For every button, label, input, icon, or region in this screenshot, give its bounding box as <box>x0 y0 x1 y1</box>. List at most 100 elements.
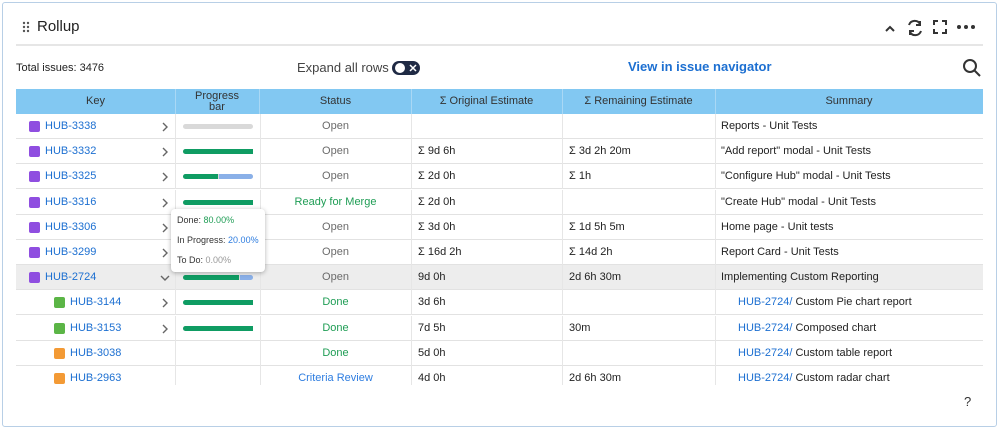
expand-chevron[interactable] <box>160 248 170 258</box>
table-row: HUB-3153 Done 7d 5h 30m HUB-2724/ Composed c… <box>16 315 983 341</box>
summary: Report Card - Unit Tests <box>721 240 839 265</box>
issue-key[interactable]: HUB-3299 <box>45 246 97 258</box>
issue-key[interactable]: HUB-3038 <box>70 346 122 359</box>
cell-divider <box>175 290 176 316</box>
original-estimate: 4d 0h <box>418 372 446 384</box>
status: Open <box>322 170 349 183</box>
expand-chevron[interactable] <box>160 324 170 334</box>
issue-key[interactable]: HUB-3325 <box>45 170 97 183</box>
issue-icon <box>29 247 40 258</box>
search-icon[interactable] <box>962 58 982 78</box>
parent-link[interactable]: HUB-2724/ <box>738 321 793 334</box>
tooltip-line: In Progress: 20.00% <box>177 235 259 245</box>
progress-track <box>183 174 253 180</box>
status: Criteria Review <box>298 372 373 384</box>
issue-key[interactable]: HUB-2963 <box>70 372 122 384</box>
issue-key[interactable]: HUB-2724 <box>45 271 97 284</box>
remaining-estimate: Σ 3d 2h 20m <box>569 145 631 158</box>
total-issues: Total issues: 3476 <box>16 62 105 74</box>
cell-divider <box>411 290 412 316</box>
cell-divider <box>715 214 716 240</box>
summary: "Create Hub" modal - Unit Tests <box>721 190 876 215</box>
cell-divider <box>562 340 563 366</box>
cell-divider <box>175 189 176 215</box>
cell-divider <box>562 240 563 265</box>
cell-divider <box>260 315 261 341</box>
tooltip-label: To Do: <box>177 255 204 265</box>
summary: "Configure Hub" modal - Unit Tests <box>721 164 891 189</box>
cell-divider <box>260 366 261 385</box>
status: Open <box>322 145 349 158</box>
issue-key[interactable]: HUB-3153 <box>70 321 122 334</box>
column-header: Σ Remaining Estimate <box>562 89 716 114</box>
table-row: HUB-2963 Criteria Review 4d 0h 2d 6h 30m HUB… <box>16 366 983 385</box>
issue-key[interactable]: HUB-3332 <box>45 145 97 158</box>
cell-divider <box>175 164 176 190</box>
issue-key[interactable]: HUB-3144 <box>70 296 122 309</box>
issue-icon <box>29 146 40 158</box>
tooltip-line: Done: 80.00% <box>177 215 234 225</box>
cell-divider <box>411 265 412 291</box>
parent-link[interactable]: HUB-2724/ <box>738 346 793 359</box>
expand-chevron[interactable] <box>160 172 170 182</box>
summary: Reports - Unit Tests <box>721 114 817 139</box>
navigator-link[interactable]: View in issue navigator <box>628 59 772 74</box>
cell-divider <box>175 340 176 366</box>
progress-in-progress <box>219 174 253 180</box>
expand-chevron[interactable] <box>160 198 170 208</box>
expand-toggle[interactable] <box>390 59 422 77</box>
cell-divider <box>175 315 176 341</box>
tooltip: Done: 80.00% In Progress: 20.00% To Do: 0.… <box>171 209 265 272</box>
summary: Implementing Custom Reporting <box>721 265 879 290</box>
cell-divider <box>175 114 176 139</box>
original-estimate: 9d 0h <box>418 271 446 284</box>
status: Open <box>322 271 349 284</box>
issue-icon <box>54 297 65 309</box>
issue-icon <box>29 121 40 132</box>
issue-key[interactable]: HUB-3338 <box>45 120 97 132</box>
expand-chevron[interactable] <box>160 147 170 157</box>
table-row: HUB-3306 Open Σ 3d 0h Σ 1d 5h 5m Home page -… <box>16 214 983 240</box>
table-row: HUB-3299 Open Σ 16d 2h Σ 14d 2h Report Card … <box>16 240 983 265</box>
cell-divider <box>260 164 261 190</box>
cell-divider <box>715 340 716 366</box>
cell-divider <box>562 189 563 215</box>
cell-divider <box>411 240 412 265</box>
issue-icon <box>54 347 65 359</box>
summary: HUB-2724/ Custom radar chart <box>738 366 890 385</box>
original-estimate: Σ 9d 6h <box>418 145 456 158</box>
expand-chevron[interactable] <box>160 122 170 132</box>
table-row: HUB-3144 Done 3d 6h HUB-2724/ Custom Pie ch… <box>16 290 983 316</box>
summary-text: Reports - Unit Tests <box>721 120 818 132</box>
column-header: Σ Original Estimate <box>411 89 563 114</box>
progress-done <box>183 199 253 205</box>
summary-text: "Create Hub" modal - Unit Tests <box>721 195 876 208</box>
status: Ready for Merge <box>294 195 377 208</box>
original-estimate: 3d 6h <box>418 296 446 309</box>
progress-done <box>183 300 253 306</box>
progress-track <box>183 124 253 129</box>
summary-text: Custom radar chart <box>795 372 890 384</box>
cell-divider <box>175 139 176 165</box>
cell-divider <box>562 290 563 316</box>
issue-key[interactable]: HUB-3306 <box>45 220 97 233</box>
cell-divider <box>715 315 716 341</box>
issue-key[interactable]: HUB-3316 <box>45 195 97 208</box>
cell-divider <box>411 315 412 341</box>
parent-link[interactable]: HUB-2724/ <box>738 372 793 384</box>
summary: HUB-2724/ Composed chart <box>738 316 876 341</box>
parent-link[interactable]: HUB-2724/ <box>738 296 793 309</box>
progress-done <box>183 174 218 180</box>
tooltip-value: 80.00% <box>203 215 235 225</box>
expand-chevron[interactable] <box>160 223 170 233</box>
issue-icon <box>54 373 65 384</box>
cell-divider <box>715 265 716 291</box>
help[interactable]: ? <box>964 394 972 409</box>
expand-chevron[interactable] <box>160 273 170 283</box>
remaining-estimate: Σ 14d 2h <box>569 246 613 258</box>
cell-divider <box>715 139 716 165</box>
expand-label: Expand all rows <box>297 60 389 75</box>
expand-chevron[interactable] <box>160 298 170 308</box>
remaining-estimate: Σ 1h <box>569 170 592 183</box>
original-estimate: 5d 0h <box>418 346 446 359</box>
